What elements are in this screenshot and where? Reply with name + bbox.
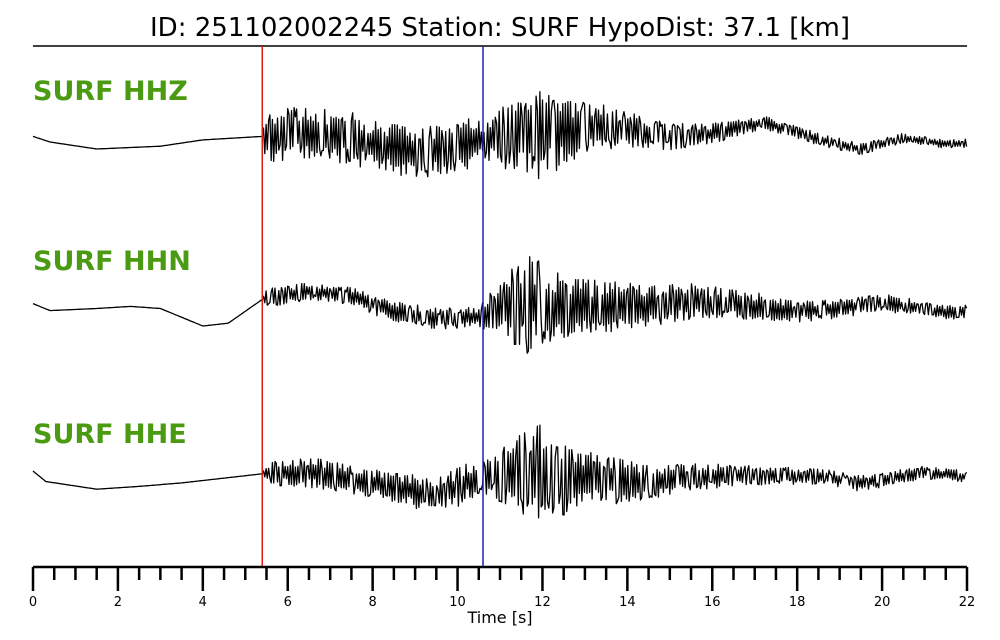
- x-tick-label: 2: [114, 595, 122, 610]
- x-tick-label: 18: [789, 595, 806, 610]
- trace-group: [32, 91, 968, 519]
- x-tick-label: 12: [534, 595, 551, 610]
- x-tick-label: 20: [874, 595, 891, 610]
- channel-label-group: SURF HHZ SURF HHN SURF HHE: [33, 76, 191, 450]
- x-tick-label: 14: [619, 595, 636, 610]
- trace-hhz: [32, 91, 968, 180]
- x-tick-label: 16: [704, 595, 721, 610]
- x-tick-label: 6: [284, 595, 292, 610]
- x-tick-label: 10: [449, 595, 466, 610]
- x-tick-label: 4: [199, 595, 207, 610]
- channel-label: SURF HHN: [33, 246, 191, 277]
- x-tick-label: 8: [368, 595, 376, 610]
- channel-label: SURF HHE: [33, 419, 187, 450]
- x-tick-label: 0: [29, 595, 37, 610]
- pick-lines: [261, 46, 484, 567]
- x-axis-label: Time [s]: [466, 608, 532, 627]
- trace-hhe: [32, 424, 968, 519]
- x-tick-label: 22: [959, 595, 976, 610]
- chart-title: ID: 251102002245 Station: SURF HypoDist:…: [150, 13, 850, 43]
- time-axis: 0 2 4 6 8 10 12 14 16 18 20 22 Time [s]: [29, 565, 975, 627]
- channel-label: SURF HHZ: [33, 76, 188, 107]
- x-axis-ticks: 0 2 4 6 8 10 12 14 16 18 20 22: [29, 567, 975, 610]
- trace-hhn: [32, 256, 968, 354]
